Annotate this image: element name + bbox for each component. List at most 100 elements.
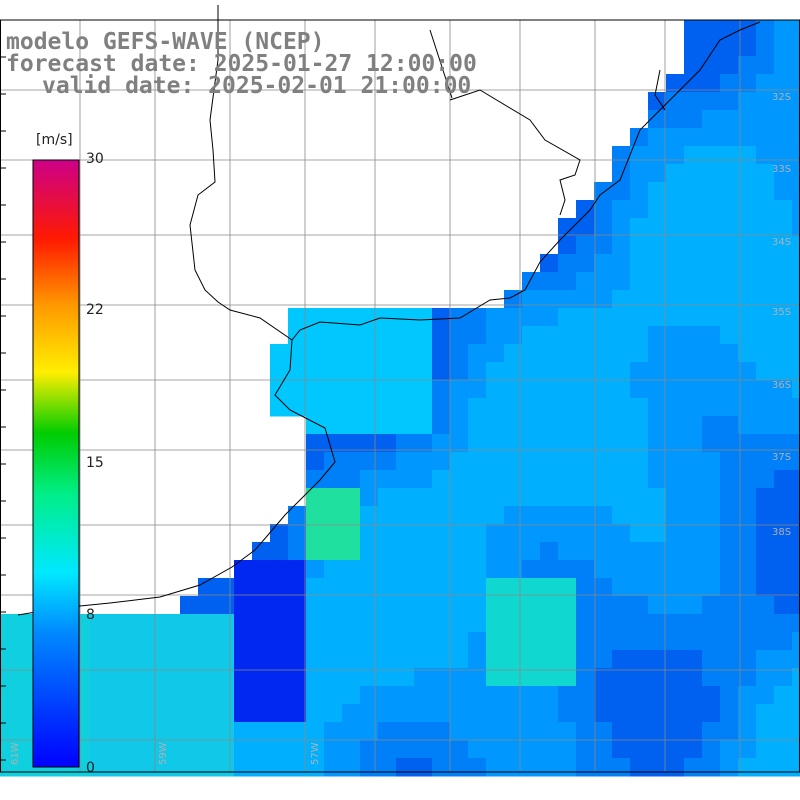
colorbar-tick-22: 22 <box>86 302 104 318</box>
wind-cell <box>288 596 307 615</box>
wind-cell <box>396 398 415 417</box>
wind-cell <box>630 668 649 687</box>
wind-cell <box>630 542 649 561</box>
wind-cell <box>396 452 415 471</box>
wind-cell <box>738 488 757 507</box>
wind-cell <box>630 200 649 219</box>
wind-cell <box>432 650 451 669</box>
wind-cell <box>396 380 415 399</box>
wind-cell <box>666 218 685 237</box>
wind-cell <box>432 578 451 597</box>
wind-cell <box>540 668 559 687</box>
wind-cell <box>486 542 505 561</box>
wind-cell <box>288 614 307 633</box>
wind-cell <box>162 650 181 669</box>
wind-cell <box>504 632 523 651</box>
wind-cell <box>486 560 505 579</box>
wind-cell <box>702 398 721 417</box>
wind-cell <box>432 668 451 687</box>
wind-cell <box>576 326 595 345</box>
wind-cell <box>450 344 469 363</box>
wind-cell <box>666 758 685 777</box>
wind-cell <box>144 650 163 669</box>
wind-cell <box>522 398 541 417</box>
wind-cell <box>684 704 703 723</box>
wind-cell <box>468 704 487 723</box>
wind-cell <box>342 506 361 525</box>
wind-cell <box>792 668 800 687</box>
wind-cell <box>540 452 559 471</box>
wind-cell <box>540 506 559 525</box>
wind-cell <box>414 668 433 687</box>
wind-cell <box>270 560 289 579</box>
wind-cell <box>18 704 37 723</box>
wind-cell <box>450 632 469 651</box>
wind-cell <box>684 146 703 165</box>
wind-cell <box>342 344 361 363</box>
wind-cell <box>522 704 541 723</box>
wind-cell <box>792 218 800 237</box>
wind-cell <box>522 650 541 669</box>
wind-cell <box>180 650 199 669</box>
wind-cell <box>756 164 775 183</box>
wind-cell <box>468 596 487 615</box>
wind-cell <box>666 614 685 633</box>
wind-cell <box>540 650 559 669</box>
wind-cell <box>144 668 163 687</box>
wind-cell <box>648 362 667 381</box>
inland-border <box>429 29 666 216</box>
wind-cell <box>558 722 577 741</box>
wind-cell <box>468 686 487 705</box>
wind-cell <box>504 596 523 615</box>
wind-cell <box>666 740 685 759</box>
wind-cell <box>486 398 505 417</box>
wind-cell <box>738 254 757 273</box>
wind-cell <box>594 722 613 741</box>
wind-cell <box>396 722 415 741</box>
wind-cell <box>684 200 703 219</box>
wind-cell <box>756 542 775 561</box>
wind-cell <box>450 398 469 417</box>
wind-cell <box>612 596 631 615</box>
wind-cell <box>414 758 433 777</box>
wind-cell <box>324 524 343 543</box>
wind-cell <box>540 578 559 597</box>
wind-cell <box>720 452 739 471</box>
wind-cell <box>522 740 541 759</box>
wind-cell <box>540 416 559 435</box>
wind-cell <box>702 110 721 129</box>
wind-cell <box>630 434 649 453</box>
wind-cell <box>720 110 739 129</box>
wind-cell <box>234 578 253 597</box>
wind-cell <box>558 344 577 363</box>
wind-cell <box>630 362 649 381</box>
wind-cell <box>702 164 721 183</box>
wind-cell <box>684 290 703 309</box>
wind-cell <box>468 398 487 417</box>
wind-cell <box>792 110 800 129</box>
wind-cell <box>180 632 199 651</box>
wind-cell <box>684 164 703 183</box>
wind-cell <box>0 632 19 651</box>
wind-cell <box>540 686 559 705</box>
wind-cell <box>756 236 775 255</box>
wind-cell <box>504 704 523 723</box>
wind-cell <box>198 722 217 741</box>
wind-cell <box>720 164 739 183</box>
wind-cell <box>612 470 631 489</box>
wind-cell <box>756 434 775 453</box>
wind-cell <box>792 362 800 381</box>
wind-cell <box>288 542 307 561</box>
wind-cell <box>792 704 800 723</box>
wind-cell <box>594 272 613 291</box>
wind-cell <box>306 452 325 471</box>
wind-cell <box>486 506 505 525</box>
wind-cell <box>432 506 451 525</box>
wind-cell <box>234 632 253 651</box>
wind-cell <box>306 470 325 489</box>
wind-cell <box>684 722 703 741</box>
wind-cell <box>666 650 685 669</box>
wind-cell <box>342 758 361 777</box>
wind-cell <box>612 704 631 723</box>
wind-cell <box>270 650 289 669</box>
